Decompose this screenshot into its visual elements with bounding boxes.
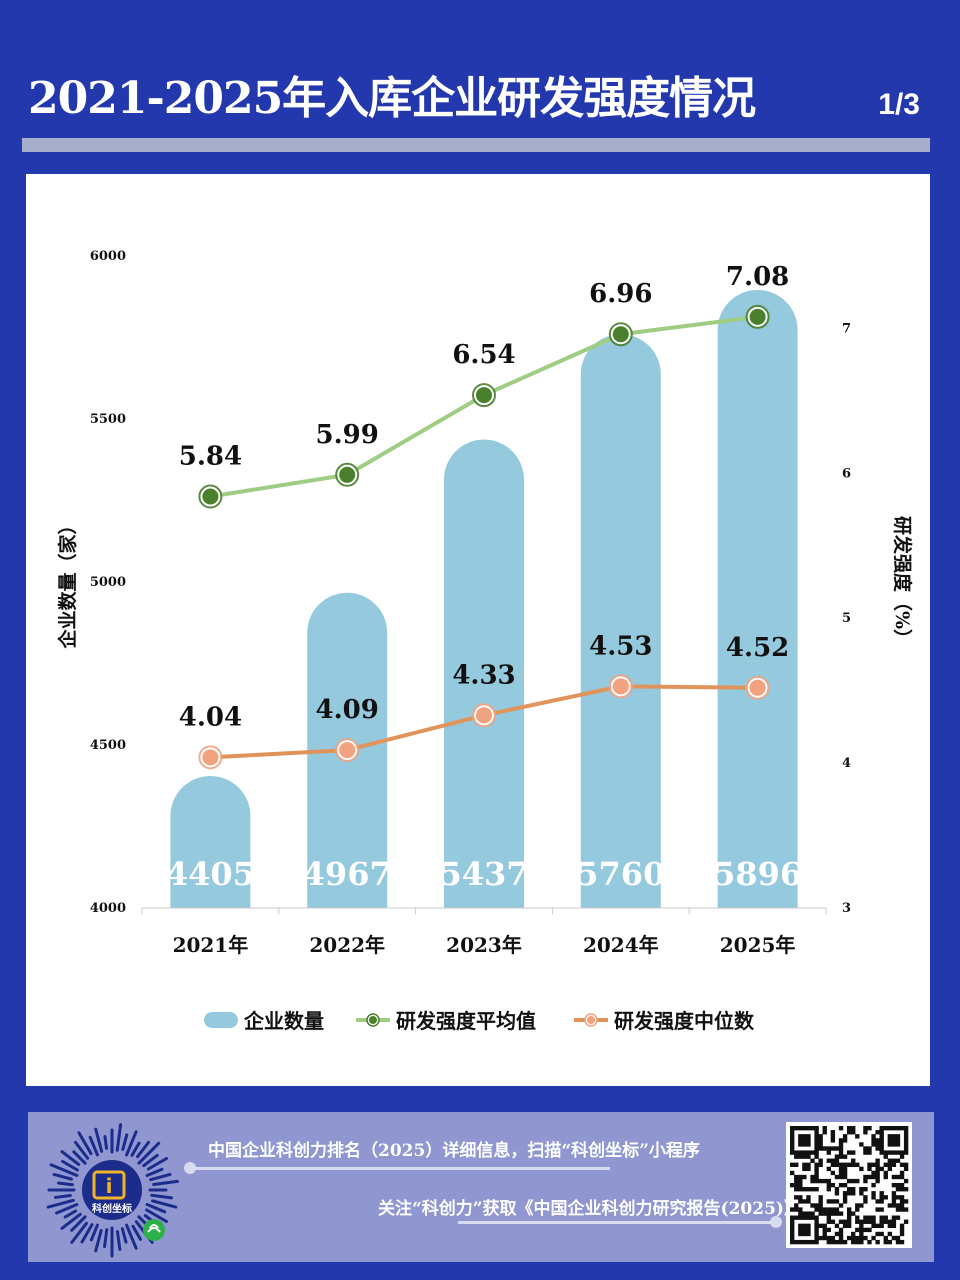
right-tick-label: 4	[842, 756, 851, 771]
avg-value-label: 7.08	[726, 262, 789, 292]
footer-text-report: 关注“科创力”获取《中国企业科创力研究报告(2025)》	[378, 1199, 801, 1219]
bar-value-label: 5760	[576, 855, 665, 893]
right-tick-label: 3	[842, 901, 851, 916]
bar-2021年	[170, 775, 251, 908]
avg-value-label: 5.99	[316, 420, 379, 450]
bar-value-label: 5437	[439, 855, 528, 893]
median-marker	[749, 679, 766, 696]
median-value-label: 4.09	[316, 695, 379, 725]
bar-value-label: 4967	[303, 855, 392, 893]
median-marker	[339, 742, 356, 759]
median-value-label: 4.53	[589, 631, 652, 661]
right-tick-label: 6	[842, 466, 851, 481]
legend-label: 研发强度平均值	[396, 1009, 536, 1033]
left-tick-label: 5500	[90, 412, 126, 427]
avg-marker	[612, 326, 629, 343]
x-tick-label: 2025年	[720, 933, 796, 957]
footer-underline	[190, 1167, 610, 1170]
legend-label: 研发强度中位数	[614, 1009, 755, 1033]
x-tick-label: 2024年	[583, 933, 659, 957]
median-marker	[612, 678, 629, 695]
left-tick-label: 5000	[90, 575, 126, 590]
x-tick-label: 2023年	[446, 933, 522, 957]
page-title: 2021-2025年入库企业研发强度情况	[28, 73, 756, 124]
logo-text: 科创坐标	[92, 1202, 132, 1215]
mini-program-code-icon[interactable]: i 科创坐标	[42, 1120, 182, 1260]
median-value-label: 4.52	[726, 633, 789, 663]
left-tick-label: 4000	[90, 901, 126, 916]
bar-2024年	[580, 334, 661, 908]
avg-marker	[339, 466, 356, 483]
bar-value-label: 4405	[166, 855, 255, 893]
title-divider	[22, 138, 930, 152]
bar-value-label: 5896	[713, 855, 802, 893]
right-tick-label: 7	[842, 321, 851, 336]
chart-panel: 4000 4500 5000 5500 6000 3 4 5 6 7 企业数量（家） 研发强度（%） 2…	[26, 174, 930, 1086]
avg-value-label: 6.96	[589, 279, 652, 309]
avg-value-label: 6.54	[452, 340, 515, 370]
footer-underline	[458, 1221, 776, 1224]
left-tick-label: 6000	[90, 249, 126, 264]
right-tick-label: 5	[842, 611, 851, 626]
bar-2025年	[717, 289, 798, 908]
legend-swatch-marker	[369, 1016, 377, 1024]
footer-text-ranking: 中国企业科创力排名（2025）详细信息，扫描“科创坐标”小程序	[208, 1141, 700, 1161]
right-axis-title: 研发强度（%）	[891, 516, 914, 648]
footer-bullet-dot	[770, 1216, 782, 1228]
x-tick-label: 2021年	[173, 933, 249, 957]
avg-marker	[749, 308, 766, 325]
median-value-label: 4.33	[452, 660, 515, 690]
median-value-label: 4.04	[179, 702, 242, 732]
legend-swatch-marker	[587, 1016, 595, 1024]
qr-code[interactable]	[786, 1122, 912, 1248]
combo-chart: 4000 4500 5000 5500 6000 3 4 5 6 7 企业数量（家） 研发强度（%） 2…	[56, 249, 914, 1033]
median-marker	[202, 749, 219, 766]
page-indicator: 1/3	[878, 88, 920, 121]
avg-marker	[476, 387, 492, 404]
logo-mark: i	[106, 1174, 113, 1198]
avg-marker	[202, 488, 219, 505]
bar-2023年	[444, 439, 524, 908]
avg-value-label: 5.84	[179, 442, 242, 472]
left-axis-title: 企业数量（家）	[56, 515, 79, 649]
x-tick-label: 2022年	[309, 933, 385, 957]
footer-banner: i 科创坐标 中国企业科创力排名（2025）详细信息，扫描“科创坐标”小程序 关…	[28, 1112, 934, 1262]
left-tick-label: 4500	[90, 738, 126, 753]
legend-label: 企业数量	[243, 1009, 324, 1033]
median-marker	[476, 707, 492, 724]
legend-swatch-bar	[204, 1012, 238, 1028]
